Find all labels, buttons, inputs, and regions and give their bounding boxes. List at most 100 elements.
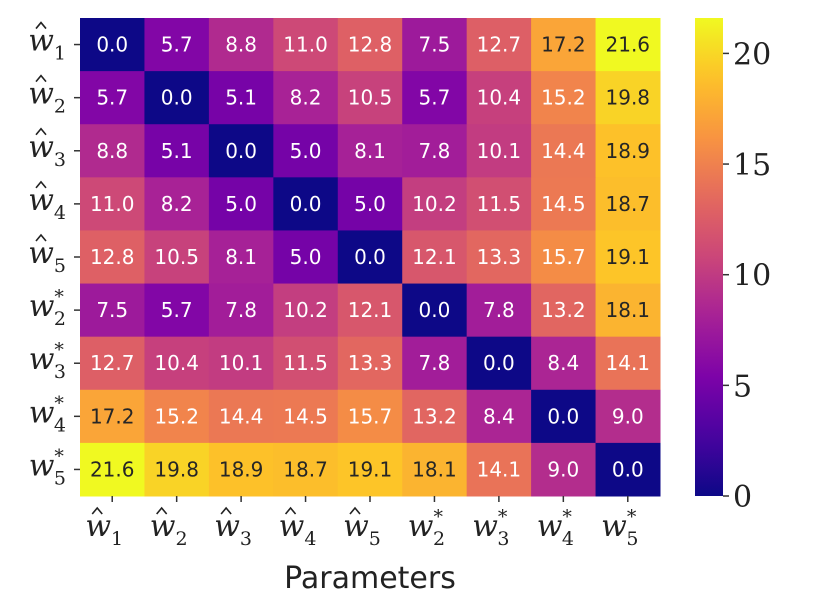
heatmap-cell [273, 177, 339, 231]
heatmap-cell [402, 124, 468, 178]
hat-accent [35, 233, 47, 242]
y-tick-label: w5 [28, 236, 66, 277]
cell-value-label: 11.0 [283, 33, 328, 57]
heatmap-cell [80, 336, 145, 391]
cell-value-label: 9.0 [612, 404, 644, 428]
hat-accent [156, 506, 168, 515]
cell-value-label: 18.9 [219, 457, 264, 481]
cell-value-label: 0.0 [290, 192, 322, 216]
heatmap-cell [144, 230, 210, 285]
heatmap-cell [80, 230, 145, 285]
cell-value-label: 13.3 [348, 351, 393, 375]
cell-value-label: 18.1 [412, 457, 457, 481]
cell-value-label: 7.8 [419, 139, 451, 163]
heatmap-cell [402, 177, 468, 231]
x-tick-label: w2 [150, 509, 188, 550]
cell-value-label: 12.7 [477, 33, 522, 57]
cell-value-label: 0.0 [96, 33, 128, 57]
cell-value-label: 14.4 [219, 404, 264, 428]
heatmap-cell [144, 283, 210, 338]
heatmap-cell [144, 71, 210, 125]
x-axis-tick-labels: w1 w2 w3 w4 w5 w* 2 w* 3 w* 4 w* 5 [85, 496, 638, 550]
cell-value-label: 12.1 [348, 298, 393, 322]
cell-value-label: 5.7 [419, 86, 451, 110]
heatmap-cell [208, 177, 274, 231]
heatmap-cell [531, 442, 597, 497]
cell-value-label: 14.1 [477, 457, 522, 481]
cell-value-label: 7.5 [96, 298, 128, 322]
heatmap-cell [144, 18, 210, 72]
heatmap-cell [144, 177, 210, 231]
heatmap-cell [531, 336, 597, 391]
cell-value-label: 18.1 [606, 298, 651, 322]
x-axis-label: Parameters [284, 561, 456, 596]
heatmap-cell [273, 230, 339, 285]
heatmap-cell [337, 283, 403, 338]
cell-value-label: 8.8 [96, 139, 128, 163]
cell-value-label: 17.2 [541, 33, 586, 57]
heatmap-cell [144, 389, 210, 444]
cell-value-label: 7.8 [419, 351, 451, 375]
cell-value-label: 12.7 [90, 351, 135, 375]
cell-value-label: 0.0 [225, 139, 257, 163]
heatmap-cell [402, 389, 468, 444]
hat-accent [35, 21, 47, 30]
cell-value-label: 10.1 [477, 139, 522, 163]
heatmap-cell [273, 71, 339, 125]
colorbar-tick-label: 15 [733, 148, 771, 183]
heatmap-cell [466, 442, 532, 497]
hat-accent [35, 74, 47, 83]
colorbar-gradient [695, 18, 723, 496]
cell-value-label: 8.4 [547, 351, 579, 375]
cell-value-label: 15.7 [348, 404, 393, 428]
heatmap-cell [337, 230, 403, 285]
cell-value-label: 19.8 [154, 457, 199, 481]
heatmap-cell [595, 389, 661, 444]
heatmap-cells: 0.0 5.7 8.8 11.0 12.8 7.5 12.7 17.2 21.6 5.7 0.0 5.… [80, 18, 661, 497]
heatmap-cell [595, 336, 661, 391]
cell-value-label: 19.8 [606, 86, 651, 110]
x-tick-label: w3 [214, 509, 252, 550]
cell-value-label: 5.1 [225, 86, 257, 110]
cell-value-label: 18.7 [283, 457, 328, 481]
y-tick-label: w2 [28, 77, 66, 118]
cell-value-label: 18.7 [606, 192, 651, 216]
cell-value-label: 10.5 [348, 86, 393, 110]
cell-value-label: 7.8 [225, 298, 257, 322]
heatmap-cell [466, 124, 532, 178]
cell-value-label: 10.4 [154, 351, 199, 375]
cell-value-label: 14.4 [541, 139, 586, 163]
heatmap-cell [466, 336, 532, 391]
heatmap-cell [337, 389, 403, 444]
cell-value-label: 0.0 [419, 298, 451, 322]
heatmap-cell [531, 177, 597, 231]
hat-accent [91, 506, 103, 515]
heatmap-cell [531, 124, 597, 178]
cell-value-label: 9.0 [547, 457, 579, 481]
heatmap-cell [208, 336, 274, 391]
heatmap-cell [402, 283, 468, 338]
cell-value-label: 10.2 [283, 298, 328, 322]
cell-value-label: 18.9 [606, 139, 651, 163]
hat-accent [349, 506, 361, 515]
heatmap-cell [273, 442, 339, 497]
heatmap-cell [466, 71, 532, 125]
heatmap-cell [531, 389, 597, 444]
heatmap-cell [144, 124, 210, 178]
x-tick-label: w4 [279, 509, 317, 550]
cell-value-label: 17.2 [90, 404, 135, 428]
cell-value-label: 0.0 [547, 404, 579, 428]
cell-value-label: 0.0 [483, 351, 515, 375]
heatmap-cell [595, 18, 661, 72]
heatmap-cell [402, 71, 468, 125]
cell-value-label: 5.0 [290, 139, 322, 163]
cell-value-label: 15.2 [541, 86, 586, 110]
cell-value-label: 10.4 [477, 86, 522, 110]
heatmap-cell [531, 18, 597, 72]
cell-value-label: 11.5 [283, 351, 328, 375]
cell-value-label: 5.7 [96, 86, 128, 110]
cell-value-label: 19.1 [348, 457, 393, 481]
cell-value-label: 8.2 [161, 192, 193, 216]
y-tick-label: w* 2 [29, 286, 66, 330]
heatmap-cell [144, 336, 210, 391]
